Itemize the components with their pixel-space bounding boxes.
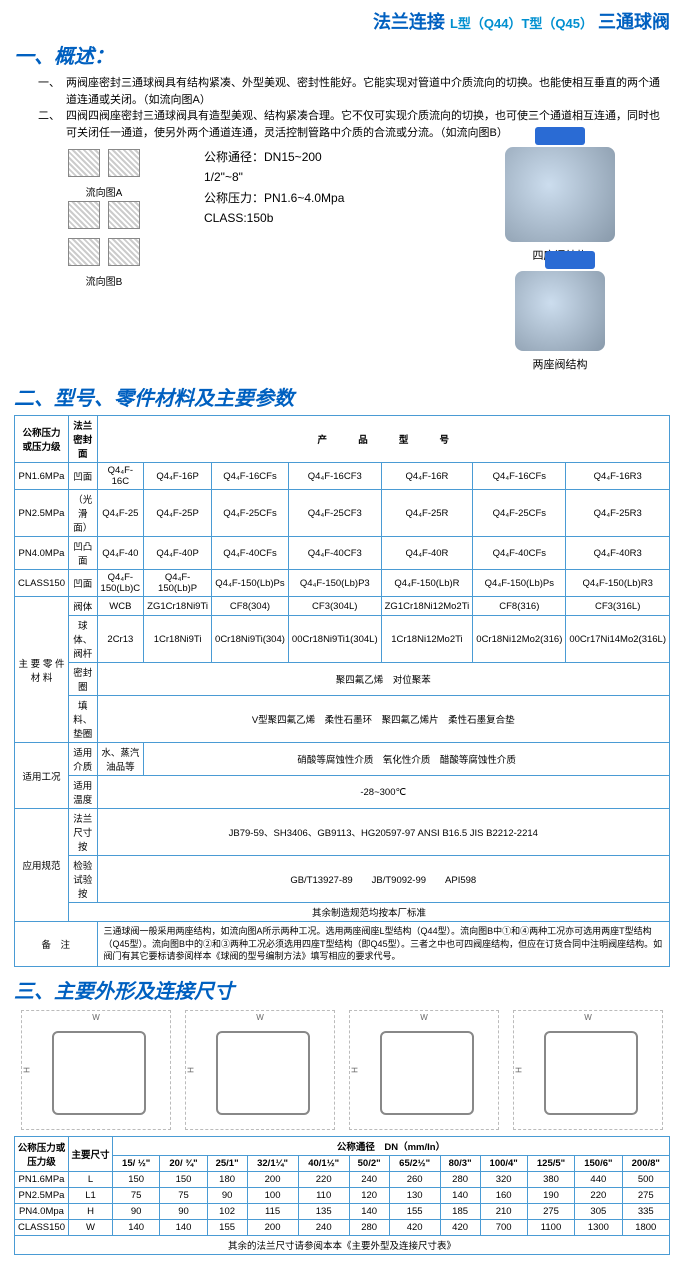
table-row: PN1.6MPa [15, 1171, 69, 1187]
col-model: 产 品 型 号 [97, 416, 669, 463]
dim-diagram: WH [349, 1010, 499, 1130]
section2-heading: 二、型号、零件材料及主要参数 [14, 382, 670, 411]
dimension-diagrams: WH WH WH WH [14, 1010, 670, 1130]
dimension-table: 公称压力或压力级 主要尺寸 公称通径 DN（mm/In） 15/ ½"20/ ¾… [14, 1136, 670, 1255]
desc-num: 一、 [38, 75, 66, 108]
table-row: PN2.5MPa [15, 490, 69, 537]
product-photos: 四座阀结构 两座阀结构 [450, 147, 670, 372]
dim-col-dn: 公称通径 DN（mm/In） [113, 1136, 670, 1155]
table-row: PN2.5MPa [15, 1187, 69, 1203]
cond-name: 适用温度 [69, 776, 98, 809]
part-name: 填料、垫圈 [69, 696, 98, 743]
dim-diagram: WH [21, 1010, 171, 1130]
title-suffix: 三通球阀 [598, 12, 670, 32]
note-header: 备 注 [15, 922, 98, 967]
valve-photo-2seat [515, 271, 605, 351]
model-material-table: 公称压力或压力级 法兰密封面 产 品 型 号 PN1.6MPa凹面Q4₄F-16… [14, 415, 670, 967]
table-row: PN4.0Mpa [15, 1203, 69, 1219]
desc-text: 两阀座密封三通球阀具有结构紧凑、外型美观、密封性能好。它能实现对管道中介质流向的… [66, 75, 670, 108]
section1-heading: 一、概述： [14, 40, 670, 69]
photo-caption-2: 两座阀结构 [450, 356, 670, 372]
dim-diagram: WH [185, 1010, 335, 1130]
dim-col-key: 主要尺寸 [69, 1136, 113, 1171]
table-row: CLASS150 [15, 570, 69, 597]
section3-heading: 三、主要外形及连接尺寸 [14, 975, 670, 1004]
col-pressure: 公称压力或压力级 [15, 416, 69, 463]
dim-diagram: WH [513, 1010, 663, 1130]
flow-a-label: 流向图A [14, 184, 194, 199]
part-name: 密封圈 [69, 663, 98, 696]
page-title: 法兰连接 L型（Q44）T型（Q45） 三通球阀 [14, 8, 670, 34]
part-name: 阀体 [69, 597, 98, 616]
valve-photo-4seat [505, 147, 615, 242]
flow-b-label: 流向图B [14, 273, 194, 288]
desc-num: 二、 [38, 108, 66, 141]
part-name: 球体、阀杆 [69, 616, 98, 663]
table-row: PN4.0MPa [15, 537, 69, 570]
title-prefix: 法兰连接 [373, 12, 445, 32]
flow-diagrams: 流向图A 流向图B [14, 147, 194, 288]
dim-footer: 其余的法兰尺寸请参阅本本《主要外型及连接尺寸表》 [15, 1235, 670, 1254]
col-flange: 法兰密封面 [69, 416, 98, 463]
std-name: 法兰尺寸按 [69, 809, 98, 856]
parts-header: 主 要 零 件 材 料 [15, 597, 69, 743]
nominal-specs: 公称通径：DN15~200 1/2"~8" 公称压力：PN1.6~4.0Mpa … [194, 147, 450, 229]
dim-col-pressure: 公称压力或压力级 [15, 1136, 69, 1171]
table-row: PN1.6MPa [15, 463, 69, 490]
cond-header: 适用工况 [15, 743, 69, 809]
std-header: 应用规范 [15, 809, 69, 922]
cond-name: 适用介质 [69, 743, 98, 776]
table-row: CLASS150 [15, 1219, 69, 1235]
title-codes: L型（Q44）T型（Q45） [450, 16, 593, 31]
note-text: 三通球阀一般采用两座结构，如流向图A所示两种工况。选用两座阀座L型结构（Q44型… [97, 922, 669, 967]
